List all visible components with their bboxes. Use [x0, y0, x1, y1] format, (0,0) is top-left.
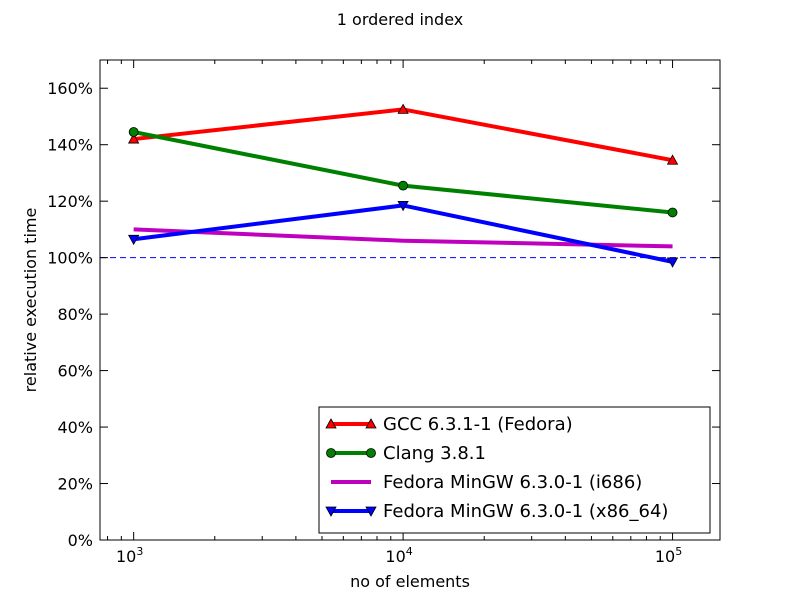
y-tick-label: 40% — [57, 418, 93, 437]
chart-title: 1 ordered index — [337, 10, 463, 29]
y-tick-label: 60% — [57, 362, 93, 381]
legend-marker — [325, 506, 337, 517]
legend-marker — [365, 418, 377, 429]
x-tick-label: 104 — [385, 545, 412, 566]
legend-label: GCC 6.3.1-1 (Fedora) — [383, 414, 573, 435]
legend-marker — [365, 506, 377, 517]
legend-marker — [325, 418, 337, 429]
y-tick-label: 0% — [68, 531, 93, 550]
legend-label: Fedora MinGW 6.3.0-1 (i686) — [383, 472, 642, 493]
legend-item-3: Fedora MinGW 6.3.0-1 (x86_64) — [325, 501, 668, 522]
x-axis-label: no of elements — [350, 572, 470, 591]
legend-item-1: Clang 3.8.1 — [326, 443, 486, 464]
y-tick-label: 120% — [47, 192, 93, 211]
legend-item-0: GCC 6.3.1-1 (Fedora) — [325, 414, 573, 435]
y-tick-label: 140% — [47, 136, 93, 155]
axis-ticks: 0% 20% 40% 60% 80% 100% 120% 140% 160% 103 104 105 — [47, 60, 720, 566]
axes-frame — [99, 59, 721, 541]
legend: GCC 6.3.1-1 (Fedora) Clang 3.8.1 Fedora Mi… — [318, 406, 711, 534]
series-line-0 — [133, 107, 673, 163]
y-axis-label: relative execution time — [21, 208, 40, 393]
data-point-1-1 — [398, 180, 409, 191]
y-tick-label: 100% — [47, 249, 93, 268]
data-point-0-1 — [397, 103, 409, 114]
x-tick-label: 103 — [116, 545, 143, 566]
data-point-3-0 — [127, 234, 140, 246]
legend-label: Clang 3.8.1 — [383, 443, 486, 464]
data-point-3-1 — [397, 201, 409, 212]
data-point-1-0 — [128, 127, 139, 137]
data-point-3-2 — [666, 257, 679, 268]
plot-area — [100, 103, 720, 268]
data-point-0-0 — [127, 133, 140, 144]
legend-box — [318, 406, 711, 534]
legend-marker — [326, 448, 336, 458]
data-point-1-2 — [667, 207, 678, 218]
x-tick-label: 105 — [655, 545, 682, 566]
data-point-0-2 — [666, 154, 679, 165]
y-tick-label: 20% — [57, 475, 93, 494]
y-tick-label: 80% — [57, 305, 93, 324]
y-tick-label: 160% — [47, 79, 93, 98]
legend-marker — [366, 448, 376, 458]
legend-item-2: Fedora MinGW 6.3.0-1 (i686) — [331, 472, 642, 493]
legend-label: Fedora MinGW 6.3.0-1 (x86_64) — [383, 501, 668, 522]
